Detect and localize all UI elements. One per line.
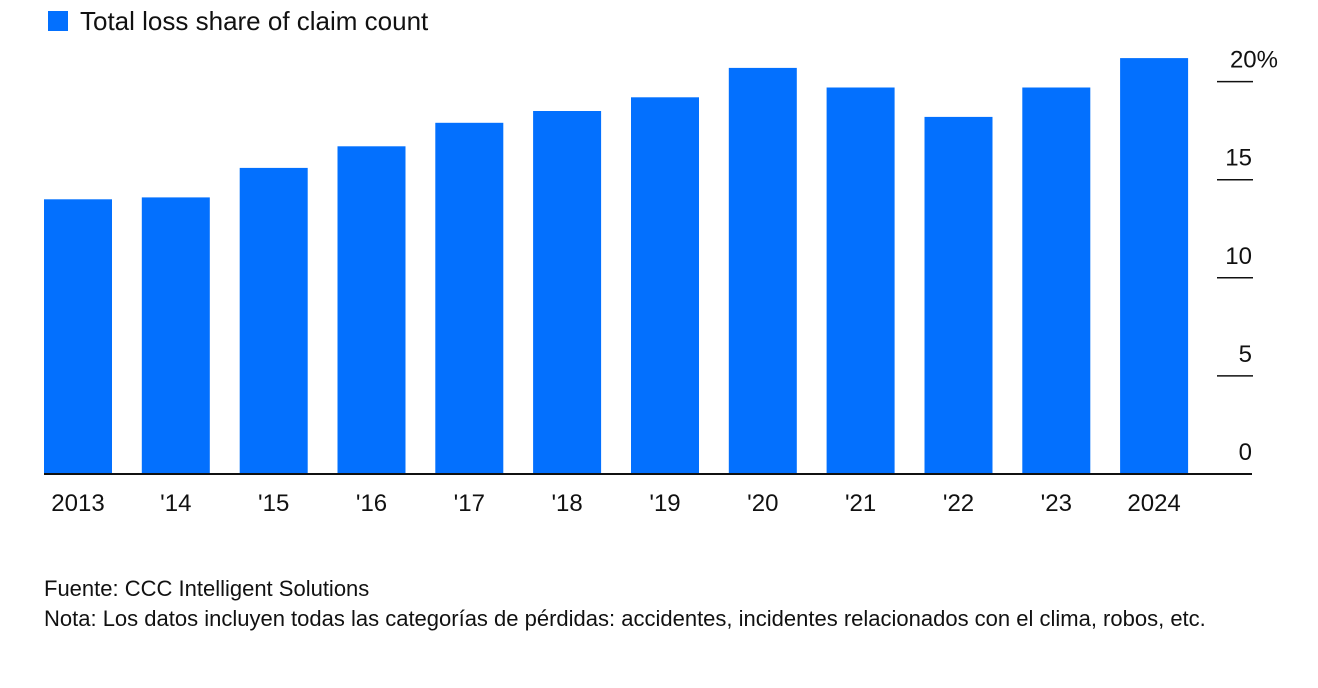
bar-chart: 0 5 10 15 20% 2013 '14 '15 '16 '17 '18 '19 '20 '21 '22…: [44, 47, 1278, 517]
x-tick-label-5: '18: [551, 490, 582, 517]
source-note: Fuente: CCC Intelligent Solutions: [44, 576, 370, 601]
chart-footer: Fuente: CCC Intelligent Solutions Nota: …: [44, 574, 1274, 634]
y-tick-label-2: 10: [1225, 243, 1252, 270]
bar-3: [337, 146, 406, 475]
x-tick-label-9: '22: [943, 490, 974, 517]
bar-8: [826, 87, 895, 474]
legend-label: Total loss share of claim count: [80, 6, 429, 36]
x-tick-label-6: '19: [649, 490, 680, 517]
y-tick-label-3: 15: [1225, 145, 1252, 172]
bar-2: [239, 167, 308, 474]
chart-legend: Total loss share of claim count: [48, 6, 428, 36]
bar-7: [728, 67, 797, 475]
x-tick-label-0: 2013: [51, 490, 104, 517]
x-tick-label-3: '16: [356, 490, 387, 517]
legend-swatch: [48, 11, 68, 31]
x-tick-label-11: 2024: [1127, 490, 1180, 517]
y-tick-label-0: 0: [1239, 439, 1252, 466]
x-tick-label-2: '15: [258, 490, 289, 517]
bar-6: [631, 97, 699, 475]
y-tick-label-1: 5: [1239, 341, 1252, 368]
bar-11: [1120, 58, 1189, 474]
bar-5: [533, 111, 602, 474]
x-tick-label-4: '17: [454, 490, 485, 517]
bar-10: [1022, 87, 1091, 474]
x-tick-label-1: '14: [160, 490, 191, 517]
footnote: Nota: Los datos incluyen todas las categ…: [44, 606, 1206, 631]
bar-1: [141, 197, 210, 474]
x-tick-label-7: '20: [747, 490, 778, 517]
x-tick-label-10: '23: [1041, 490, 1072, 517]
bar-4: [435, 122, 504, 475]
bar-9: [924, 116, 993, 475]
bar-0: [44, 199, 112, 475]
x-tick-label-8: '21: [845, 490, 876, 517]
y-tick-label-4: 20%: [1230, 47, 1278, 74]
